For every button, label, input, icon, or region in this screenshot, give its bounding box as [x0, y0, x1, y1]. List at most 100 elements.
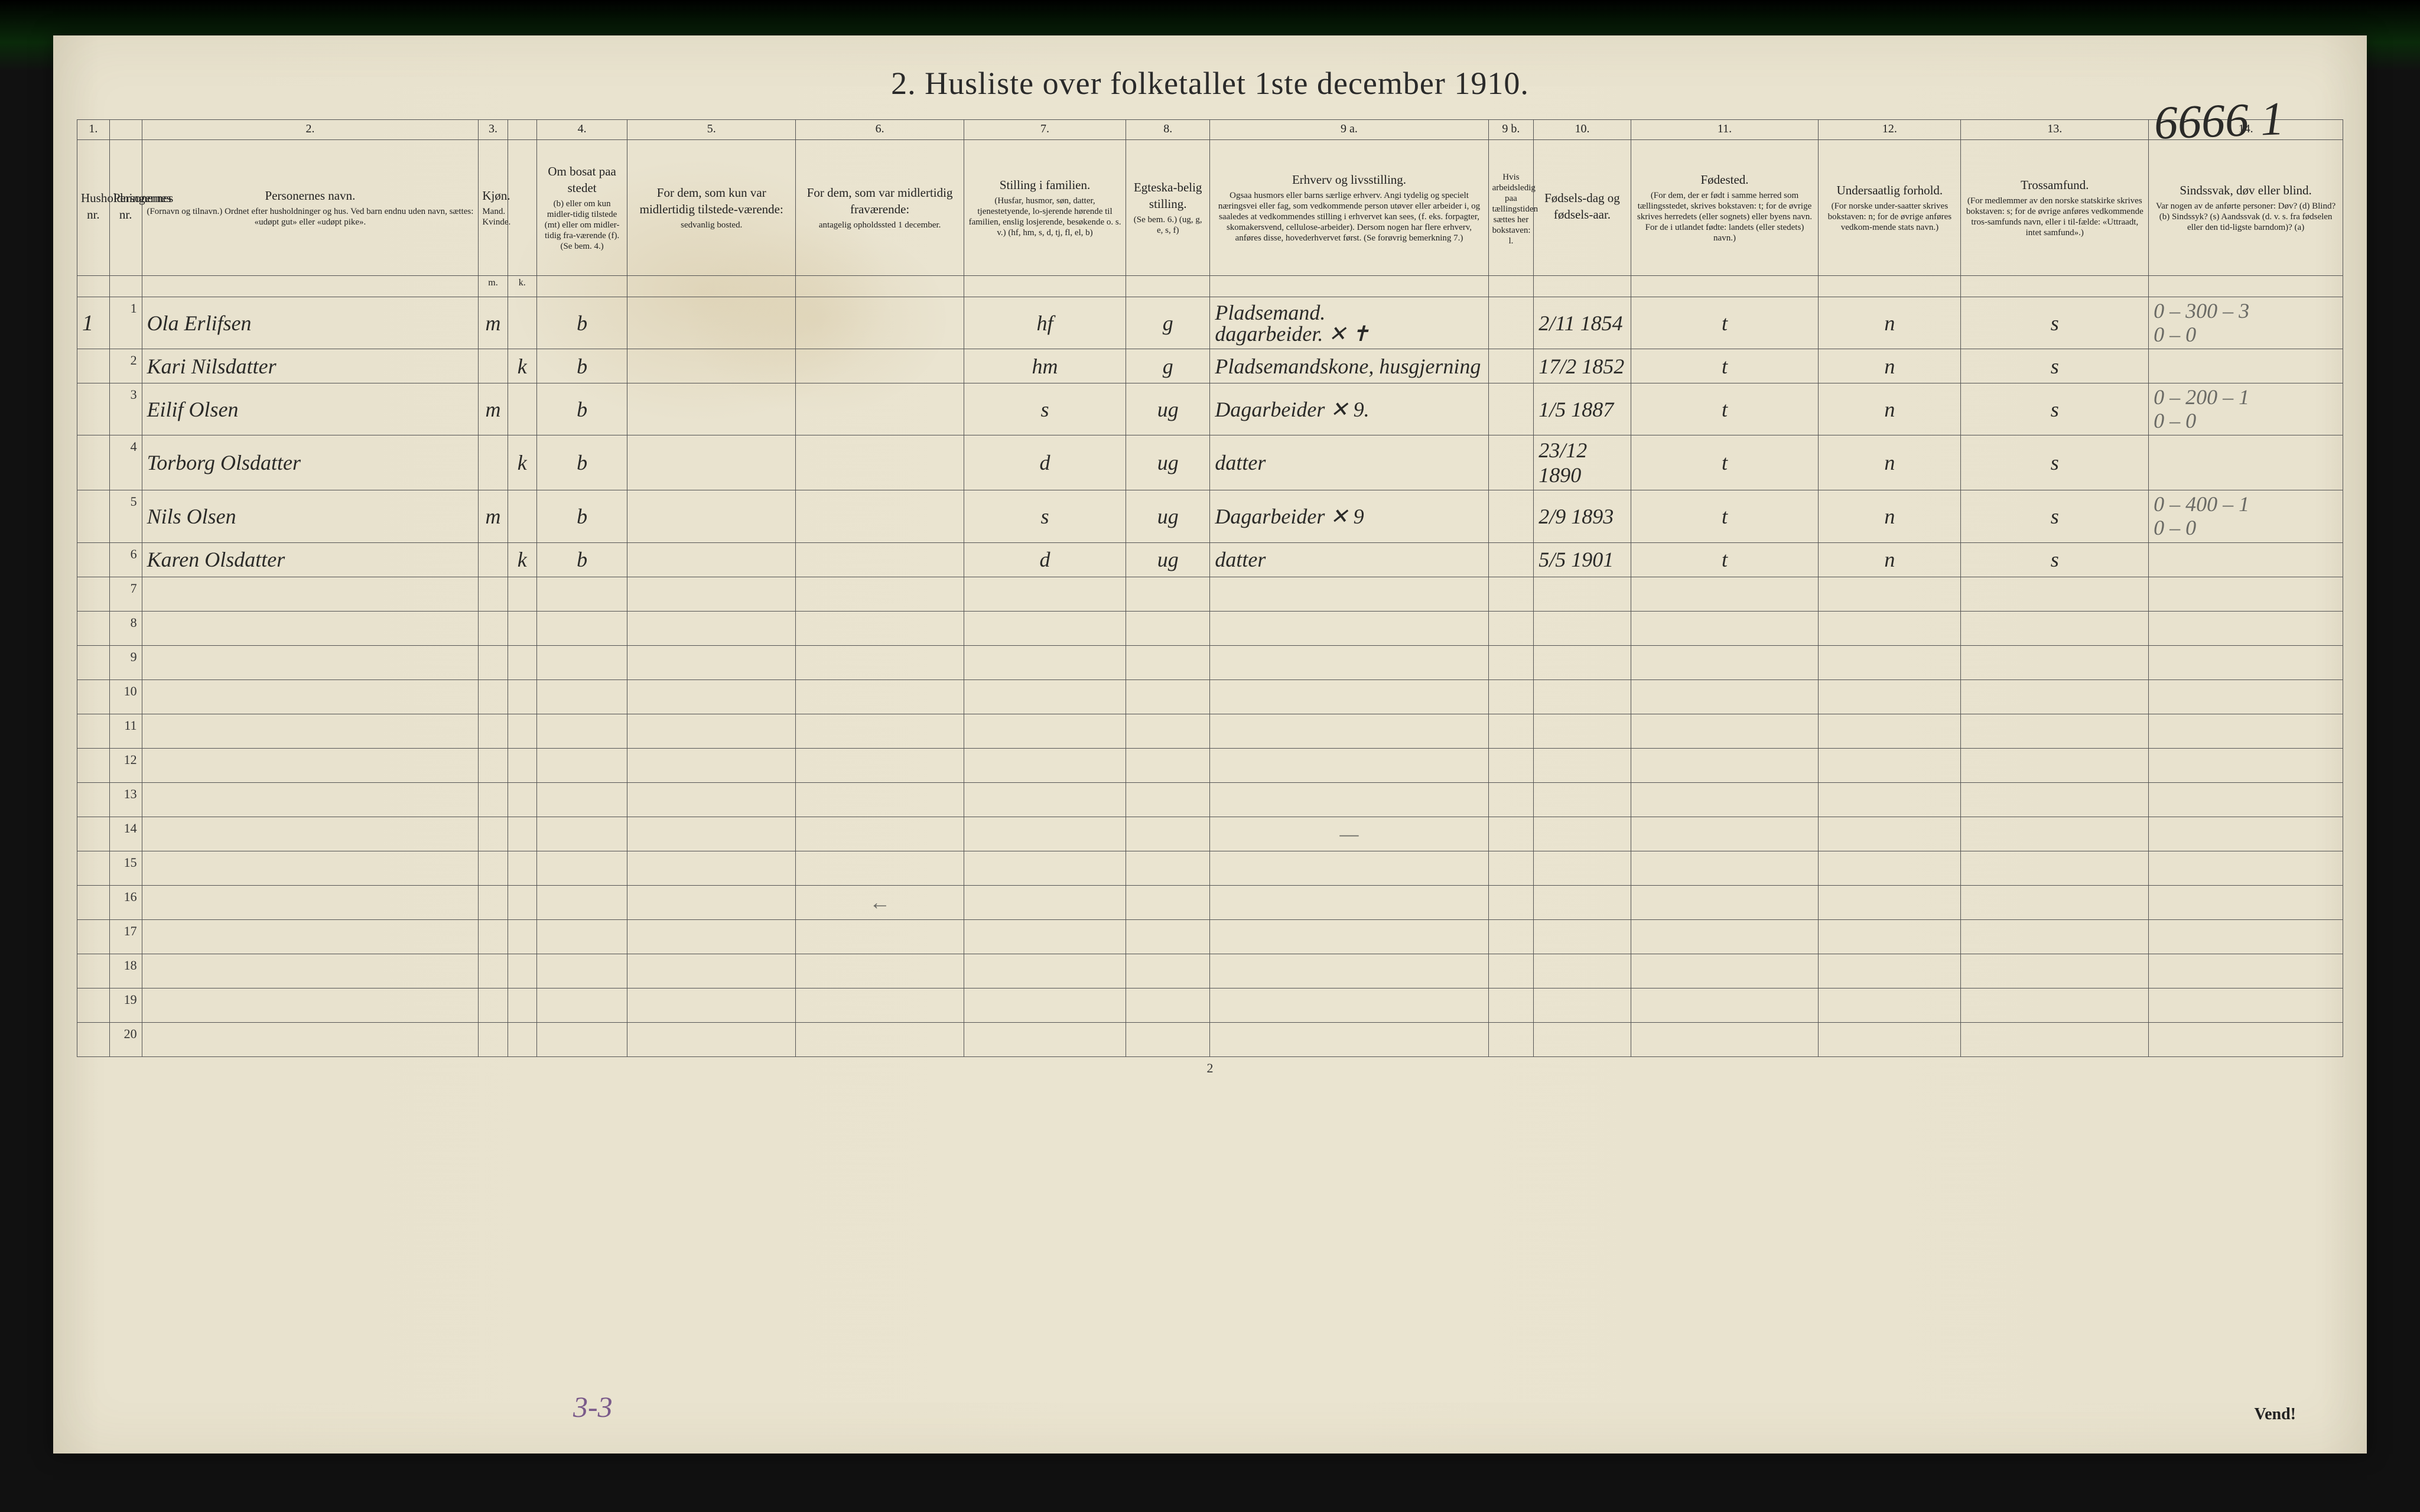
table-row-blank: 16 ←	[77, 885, 2343, 919]
cell-blank	[1488, 851, 1534, 885]
cell-c5	[627, 490, 796, 542]
cell-blank	[964, 748, 1126, 782]
cell-blank	[536, 954, 627, 988]
cell-c9b	[1488, 383, 1534, 435]
col-number	[508, 120, 536, 140]
cell-blank	[1819, 679, 1961, 714]
cell-blank	[1631, 748, 1819, 782]
cell-blank	[536, 988, 627, 1022]
col-number: 11.	[1631, 120, 1819, 140]
cell-blank: 7	[109, 577, 142, 611]
table-row-blank: 20	[77, 1022, 2343, 1056]
cell-blank	[964, 714, 1126, 748]
cell-blank	[142, 885, 479, 919]
cell-blank	[479, 954, 508, 988]
subheader-cell	[1488, 276, 1534, 297]
cell-blank	[796, 817, 964, 851]
cell-blank	[1488, 714, 1534, 748]
cell-sex_k	[508, 297, 536, 349]
cell-c14	[2149, 542, 2343, 577]
cell-blank	[1210, 645, 1488, 679]
cell-blank	[479, 919, 508, 954]
cell-blank	[1631, 645, 1819, 679]
cell-c6	[796, 435, 964, 490]
cell-blank: —	[1210, 817, 1488, 851]
col-number: 1.	[77, 120, 110, 140]
cell-name: Torborg Olsdatter	[142, 435, 479, 490]
cell-nat: n	[1819, 349, 1961, 383]
cell-blank	[77, 988, 110, 1022]
cell-blank	[1534, 714, 1631, 748]
cell-pn: 3	[109, 383, 142, 435]
cell-fam: d	[964, 435, 1126, 490]
cell-blank	[627, 679, 796, 714]
cell-blank	[1534, 782, 1631, 817]
cell-res: b	[536, 542, 627, 577]
cell-blank	[796, 851, 964, 885]
table-row-blank: 13	[77, 782, 2343, 817]
col-header: Hvis arbeidsledig paa tællingstiden sætt…	[1488, 140, 1534, 276]
cell-sex_k	[508, 383, 536, 435]
cell-mar: ug	[1126, 383, 1209, 435]
cell-blank	[1631, 577, 1819, 611]
cell-blank	[479, 679, 508, 714]
cell-c5	[627, 542, 796, 577]
cell-blank	[536, 885, 627, 919]
col-number: 12.	[1819, 120, 1961, 140]
subheader-cell	[142, 276, 479, 297]
cell-nat: n	[1819, 542, 1961, 577]
cell-blank	[508, 645, 536, 679]
cell-blank	[1961, 577, 2149, 611]
cell-mar: g	[1126, 349, 1209, 383]
table-row-blank: 19	[77, 988, 2343, 1022]
cell-blank	[1819, 611, 1961, 645]
cell-blank	[2149, 817, 2343, 851]
cell-blank	[142, 817, 479, 851]
cell-blank	[1488, 817, 1534, 851]
cell-blank	[1631, 1022, 1819, 1056]
cell-blank	[1210, 679, 1488, 714]
cell-blank	[142, 577, 479, 611]
header-title: Egteska-belig stilling.	[1130, 180, 1206, 212]
header-title: Trossamfund.	[1964, 177, 2145, 193]
cell-blank	[1126, 748, 1209, 782]
cell-blank	[1631, 679, 1819, 714]
cell-blank	[796, 919, 964, 954]
cell-born: t	[1631, 490, 1819, 542]
cell-blank	[508, 851, 536, 885]
cell-blank: 9	[109, 645, 142, 679]
col-number: 5.	[627, 120, 796, 140]
cell-occ: Pladsemand. dagarbeider. ✕ ✝	[1210, 297, 1488, 349]
cell-blank	[508, 885, 536, 919]
page-number: 2	[77, 1061, 2343, 1076]
header-title: Undersaatlig forhold.	[1822, 183, 1957, 199]
col-header: Husholdningernes nr.	[77, 140, 110, 276]
page-title: 2. Husliste over folketallet 1ste decemb…	[77, 65, 2343, 102]
cell-blank	[1210, 988, 1488, 1022]
cell-blank	[142, 851, 479, 885]
cell-blank: ←	[796, 885, 964, 919]
cell-blank	[479, 714, 508, 748]
cell-blank	[1961, 851, 2149, 885]
cell-blank	[2149, 885, 2343, 919]
header-subtitle: Mand. Kvinde.	[482, 206, 503, 227]
cell-rel: s	[1961, 435, 2149, 490]
cell-blank	[1126, 817, 1209, 851]
cell-blank	[964, 577, 1126, 611]
col-number	[109, 120, 142, 140]
cell-blank	[536, 782, 627, 817]
cell-blank	[508, 782, 536, 817]
header-title: Erhverv og livsstilling.	[1214, 172, 1484, 188]
subheader-cell	[109, 276, 142, 297]
cell-blank	[964, 919, 1126, 954]
cell-blank	[2149, 714, 2343, 748]
cell-blank: 15	[109, 851, 142, 885]
table-row-blank: 15	[77, 851, 2343, 885]
header-subtitle: sedvanlig bosted.	[631, 220, 792, 230]
col-number: 4.	[536, 120, 627, 140]
col-number: 6.	[796, 120, 964, 140]
cell-res: b	[536, 297, 627, 349]
subheader-cell	[1210, 276, 1488, 297]
cell-sex_m	[479, 435, 508, 490]
cell-hh	[77, 435, 110, 490]
